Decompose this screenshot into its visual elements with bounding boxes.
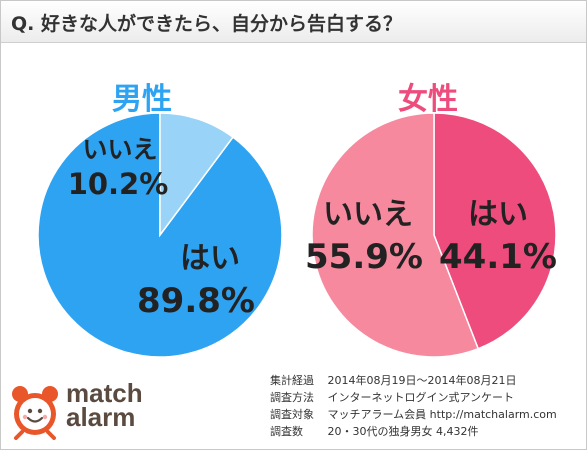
male-slice-no xyxy=(159,112,234,238)
survey-info-row: 調査対象 マッチアラーム会員 http://matchalarm.com xyxy=(270,406,557,423)
female-yes-label: はい xyxy=(468,197,528,232)
logo-word-alarm: alarm xyxy=(66,402,136,432)
female-slice-no xyxy=(311,112,480,358)
logo-word-match: match xyxy=(66,378,143,408)
survey-info-value: 2014年08月19日〜2014年08月21日 xyxy=(327,374,517,387)
survey-info-row: 調査数 20・30代の独身男女 4,432件 xyxy=(270,423,557,440)
alarm-clock-icon xyxy=(12,386,58,440)
female-no-label: いいえ xyxy=(323,197,413,232)
female-slice-yes xyxy=(433,112,557,350)
header-bar: Q. 好きな人ができたら、自分から告白する？ xyxy=(1,1,586,43)
survey-info-row: 集計経過 2014年08月19日〜2014年08月21日 xyxy=(270,372,557,389)
survey-info-value: インターネットログイン式アンケート xyxy=(327,391,515,404)
survey-info-value: マッチアラーム会員 http://matchalarm.com xyxy=(327,408,557,421)
logo-wordmark: match alarm xyxy=(66,380,143,430)
survey-info-label: 調査方法 xyxy=(270,391,314,404)
survey-info-value: 20・30代の独身男女 4,432件 xyxy=(327,425,479,438)
female-no-pct: 55.9% xyxy=(305,237,423,277)
male-yes-label: はい xyxy=(180,241,240,276)
survey-info-label: 集計経過 xyxy=(270,374,314,387)
survey-info-label: 調査対象 xyxy=(270,408,314,421)
survey-info: 集計経過 2014年08月19日〜2014年08月21日 調査方法 インターネッ… xyxy=(270,372,557,440)
question-title: Q. 好きな人ができたら、自分から告白する？ xyxy=(11,13,402,35)
male-no-label: いいえ xyxy=(82,135,157,164)
male-chart-title: 男性 xyxy=(112,82,172,117)
survey-info-label: 調査数 xyxy=(270,425,303,438)
survey-info-row: 調査方法 インターネットログイン式アンケート xyxy=(270,389,557,406)
male-no-pct: 10.2% xyxy=(68,167,169,201)
female-yes-pct: 44.1% xyxy=(439,237,557,277)
matchalarm-logo: match alarm xyxy=(10,380,190,440)
female-chart-title: 女性 xyxy=(398,82,458,117)
male-yes-pct: 89.8% xyxy=(137,281,255,321)
